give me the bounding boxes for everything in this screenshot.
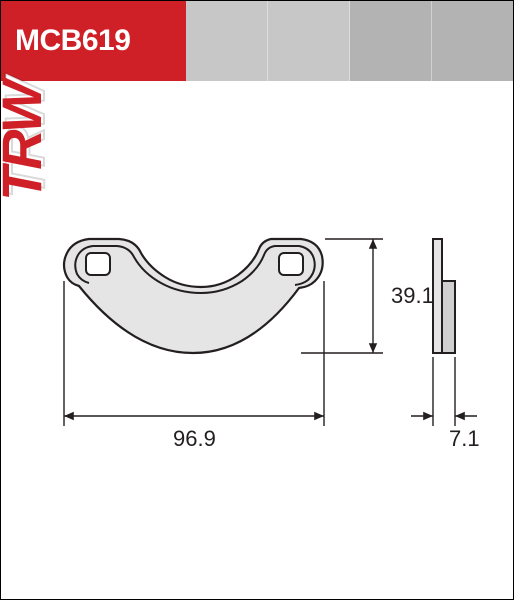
diagram-canvas: MCB619 TRW TRW (0, 0, 514, 600)
header-cell-4 (432, 1, 513, 81)
dimension-height-value: 39.1 (391, 283, 434, 308)
mounting-hole-right (279, 253, 303, 275)
dimension-thickness: 7.1 (411, 357, 480, 451)
part-number-box: MCB619 (1, 1, 186, 81)
header-cell-1 (186, 1, 268, 81)
mounting-hole-left (86, 253, 110, 275)
header-cell-2 (268, 1, 350, 81)
dimension-thickness-value: 7.1 (449, 426, 480, 451)
header-cell-3 (350, 1, 432, 81)
dimension-width-value: 96.9 (173, 426, 216, 451)
side-backing (433, 239, 442, 353)
side-friction (442, 281, 455, 353)
header-row: MCB619 (1, 1, 513, 81)
part-number-text: MCB619 (15, 24, 130, 58)
brake-pad-front-view (64, 239, 323, 353)
brake-pad-side-view (433, 239, 455, 353)
technical-drawing: 39.1 96.9 7.1 (1, 81, 514, 601)
